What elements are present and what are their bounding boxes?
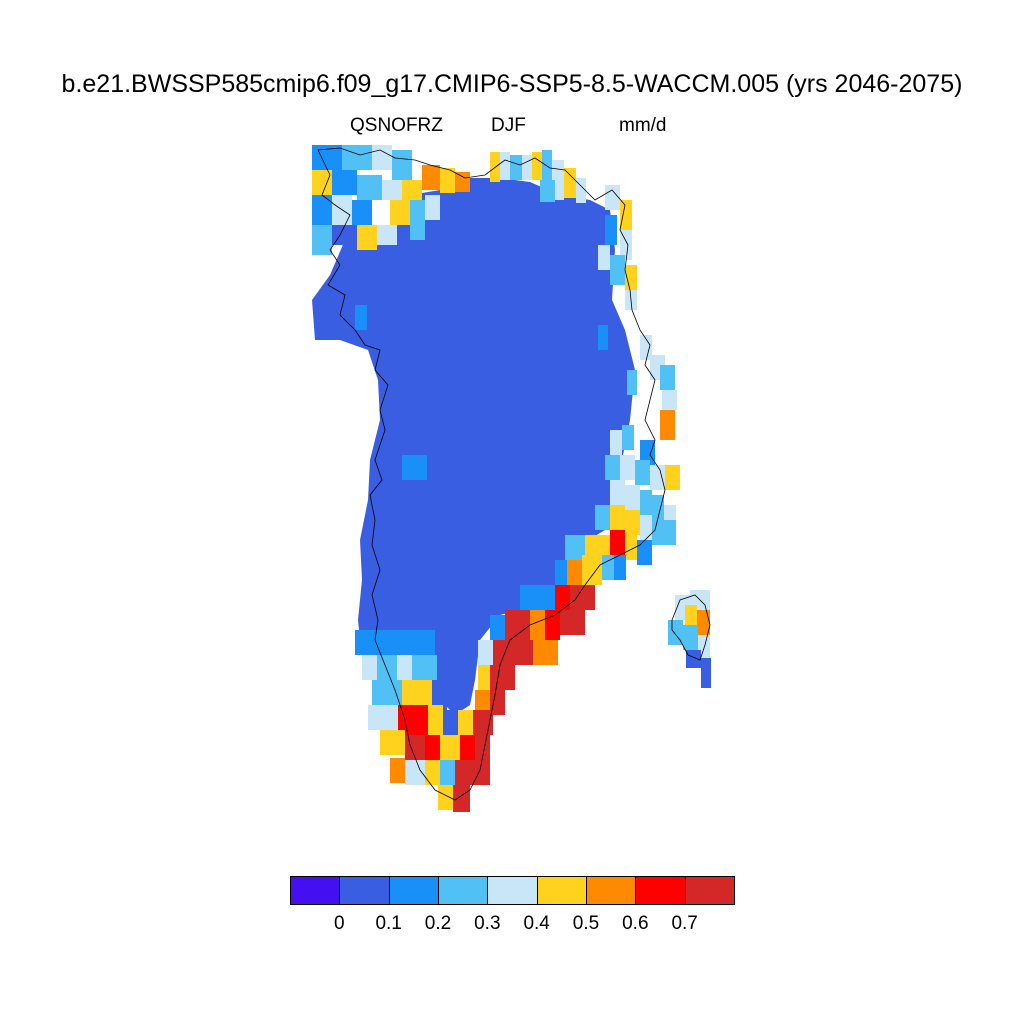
colorbar-label: 0.3	[474, 913, 501, 934]
variable-label: QSNOFRZ	[350, 115, 443, 136]
colorbar-swatch	[684, 876, 735, 905]
colorbar-swatch	[388, 876, 439, 905]
field-cells	[312, 145, 711, 812]
colorbar-label: 0.2	[424, 913, 452, 934]
colorbar-label: 0.1	[375, 913, 402, 934]
colorbar-swatch	[586, 876, 637, 905]
colorbar-swatch	[487, 876, 538, 905]
colorbar-label: 0.5	[572, 913, 600, 934]
colorbar-swatch	[536, 876, 587, 905]
coastline	[317, 147, 666, 801]
colorbar-label: 0.6	[622, 913, 649, 934]
colorbar-label: 0	[334, 913, 345, 934]
colorbar-label: 0.7	[671, 913, 698, 934]
colorbar-swatch	[635, 876, 686, 905]
plot-title: b.e21.BWSSP585cmip6.f09_g17.CMIP6-SSP5-8…	[61, 70, 963, 98]
ice-sheet-field	[312, 178, 635, 715]
colorbar-swatch	[290, 876, 341, 905]
colorbar-swatch	[339, 876, 390, 905]
colorbar-label: 0.4	[523, 913, 550, 934]
units-label: mm/d	[619, 115, 667, 136]
season-label: DJF	[491, 115, 526, 136]
colorbar-swatch	[438, 876, 489, 905]
